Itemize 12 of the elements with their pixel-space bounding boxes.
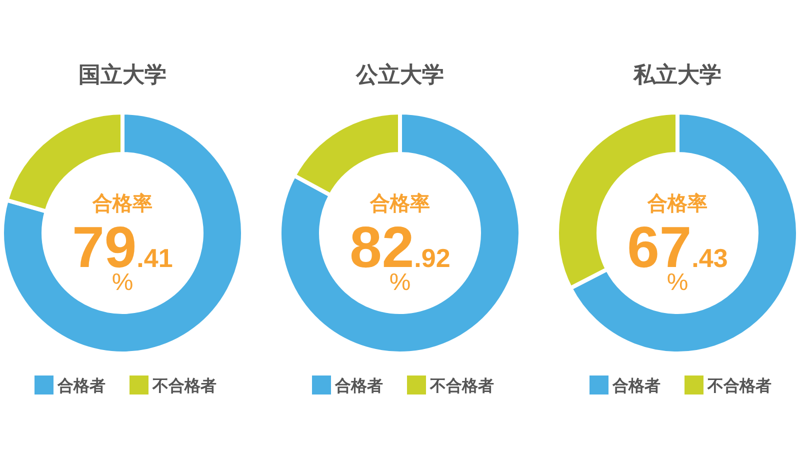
title: 公立大学	[356, 62, 444, 87]
legend-label: 合格者	[334, 377, 383, 395]
annotation: 合格率	[92, 193, 152, 215]
title: 国立大学	[78, 62, 166, 87]
legend-label: 合格者	[612, 377, 660, 395]
legend-label: 不合格者	[429, 377, 494, 395]
title: 私立大学	[634, 62, 722, 87]
legend-label: 不合格者	[152, 377, 216, 395]
annotation: 合格率	[648, 193, 708, 215]
annotation: 合格率	[370, 193, 430, 215]
legend-label: 不合格者	[706, 377, 772, 395]
legend-label: 合格者	[56, 377, 106, 395]
